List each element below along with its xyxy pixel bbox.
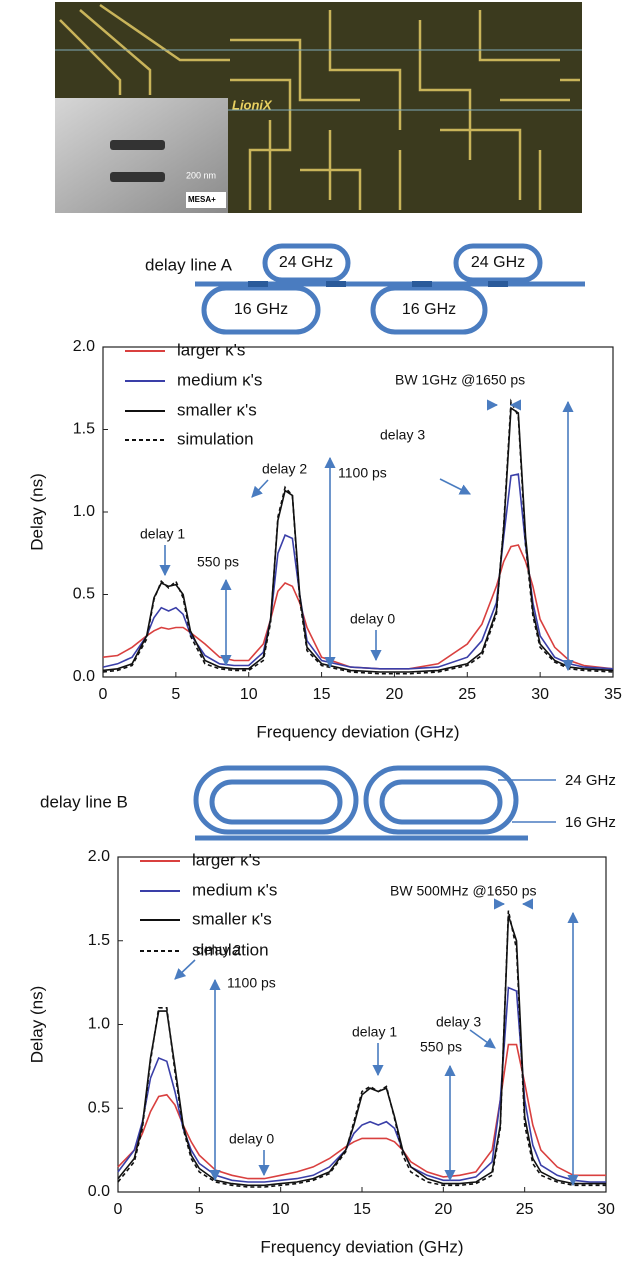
x-tick-label: 0 [114,1201,123,1218]
legend-label: smaller κ's [192,909,272,928]
series-line [117,986,606,1183]
annotation: delay 0 [229,1131,274,1147]
diagram-b: delay line B 24 GHz 16 GHz [40,765,616,841]
series-line [102,473,614,670]
annotation: delay 2 [262,461,307,477]
x-tick-label: 30 [597,1201,615,1218]
annotation: BW 1GHz @1650 ps [395,372,525,388]
y-tick-label: 0.5 [88,1099,110,1116]
y-tick-label: 1.0 [88,1016,110,1033]
y-tick-label: 1.5 [88,932,110,949]
annotation: delay 3 [436,1014,481,1030]
photo-logo: LioniX [232,97,273,112]
annotation-arrow [174,959,196,980]
x-tick-label: 10 [240,686,258,703]
chart: 0.0 0.5 1.0 1.5 2.0 0 5 10 15 20 25 30 35 Frequency d… [27,338,622,741]
x-tick-label: 10 [272,1201,290,1218]
annotation-arrow [439,478,472,495]
annotation: 550 ps [197,554,239,570]
y-tick-label: 0.5 [73,586,95,603]
x-tick-label: 0 [99,686,108,703]
series-line [102,544,614,670]
x-tick-label: 20 [386,686,404,703]
series-line [102,398,614,675]
chip-photo: LioniX 200 nm MESA+ [55,2,582,213]
legend-label: larger κ's [192,850,260,869]
annotation: delay 0 [350,611,395,627]
legend-label: medium κ's [177,370,262,389]
x-tick-label: 15 [353,1201,371,1218]
annotation: 1100 ps [338,465,387,481]
y-tick-label: 0.0 [73,668,95,685]
chart: 0.0 0.5 1.0 1.5 2.0 0 5 10 15 20 25 30 Frequency dev… [27,848,615,1256]
annotation-arrow [469,1029,496,1049]
ring-label: 16 GHz [234,301,288,318]
ring-label: 16 GHz [565,814,616,831]
annotation: delay 1 [140,526,185,542]
x-tick-label: 20 [434,1201,452,1218]
legend-label: smaller κ's [177,400,257,419]
y-tick-label: 2.0 [88,848,110,865]
x-tick-label: 5 [195,1201,204,1218]
x-tick-label: 35 [604,686,622,703]
ring-label: 16 GHz [402,301,456,318]
y-tick-label: 1.5 [73,421,95,438]
x-axis-label: Frequency deviation (GHz) [256,722,459,741]
diagram-title: delay line A [145,255,233,274]
y-axis-label: Delay (ns) [27,986,46,1063]
ring-label: 24 GHz [279,254,333,271]
legend-label: larger κ's [177,340,245,359]
x-tick-label: 30 [531,686,549,703]
scale-label: 200 nm [186,170,216,180]
annotation: 1100 ps [227,975,276,991]
diagram-title: delay line B [40,792,128,811]
x-tick-label: 15 [313,686,331,703]
annotation: delay 1 [352,1024,397,1040]
x-tick-label: 25 [516,1201,534,1218]
ring-label: 24 GHz [471,254,525,271]
x-axis-label: Frequency deviation (GHz) [260,1237,463,1256]
legend-label: simulation [192,940,269,959]
x-tick-label: 5 [171,686,180,703]
series-line [117,910,606,1188]
ring-label: 24 GHz [565,772,616,789]
legend-label: medium κ's [192,880,277,899]
x-tick-label: 25 [458,686,476,703]
annotation: delay 3 [380,427,425,443]
y-axis-label: Delay (ns) [27,473,46,550]
y-tick-label: 2.0 [73,338,95,355]
y-tick-label: 1.0 [73,503,95,520]
legend-label: simulation [177,429,254,448]
y-tick-label: 0.0 [88,1183,110,1200]
inset-logo: MESA+ [188,195,216,204]
annotation: 550 ps [420,1039,462,1055]
annotation-arrow [251,479,269,498]
diagram-a: delay line A 24 GHz 16 GHz 16 GHz 24 GHz [145,243,585,335]
annotation: BW 500MHz @1650 ps [390,883,537,899]
annotation: delay 2 [196,942,241,958]
